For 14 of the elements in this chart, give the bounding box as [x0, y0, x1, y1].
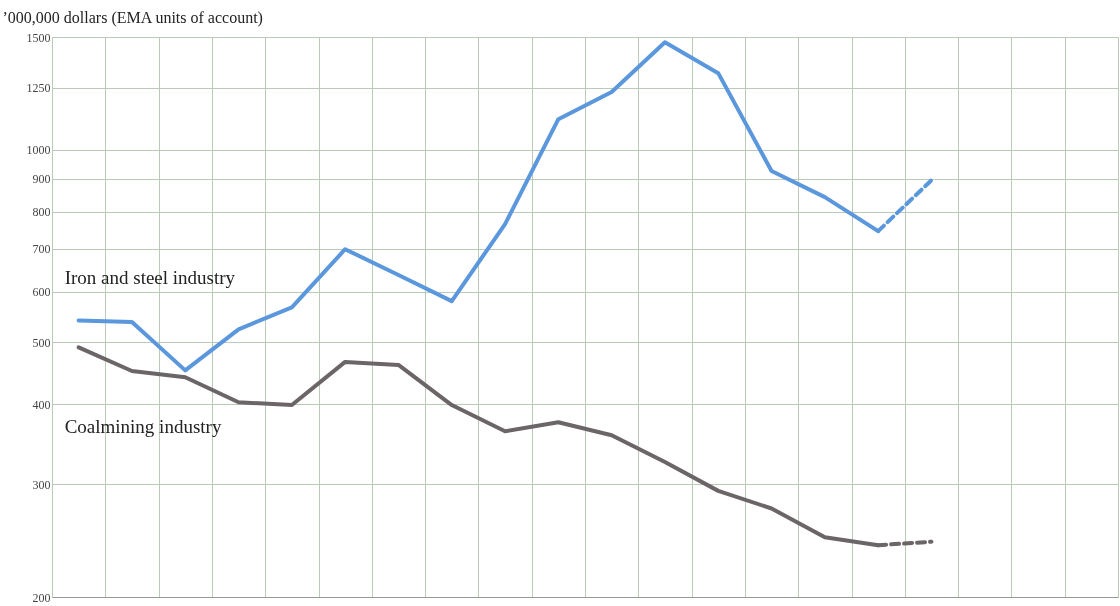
series-label: Iron and steel industry: [64, 267, 236, 289]
y-tick-label: 400: [32, 397, 51, 412]
y-tick-label: 1500: [26, 30, 51, 45]
y-tick-label: 600: [32, 285, 51, 300]
y-tick-label: 1250: [26, 81, 51, 96]
y-tick-label: 1000: [26, 143, 51, 158]
y-tick-label: 300: [32, 477, 51, 492]
series-label: Coalmining industry: [64, 416, 222, 438]
y-tick-label: 800: [32, 205, 51, 220]
y-tick-label: 200: [32, 590, 51, 605]
y-tick-label: 500: [32, 335, 51, 350]
y-tick-label: 900: [32, 172, 51, 187]
y-tick-label: 700: [32, 242, 51, 257]
y-axis-title: ’000,000 dollars (EMA units of account): [2, 8, 263, 27]
